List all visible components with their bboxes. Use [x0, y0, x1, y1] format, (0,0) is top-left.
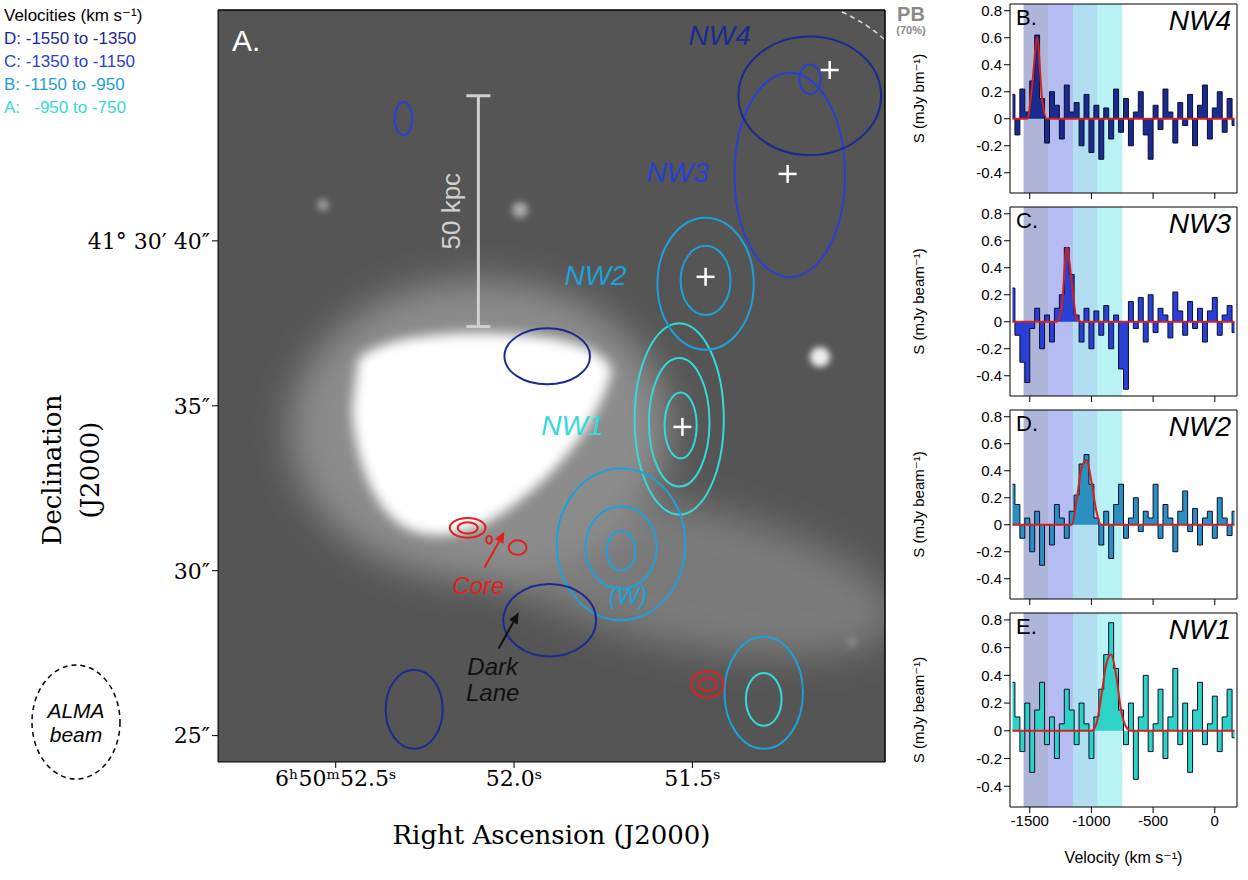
svg-text:-0.4: -0.4 — [976, 164, 1002, 181]
svg-text:52.0ˢ: 52.0ˢ — [486, 766, 542, 791]
svg-text:-0.2: -0.2 — [976, 137, 1002, 154]
svg-text:NW1: NW1 — [541, 410, 603, 441]
svg-text:-500: -500 — [1138, 812, 1168, 829]
svg-text:0: 0 — [1211, 812, 1219, 829]
svg-text:50 kpc: 50 kpc — [436, 173, 466, 250]
svg-text:-0.4: -0.4 — [976, 570, 1002, 587]
svg-text:0.8: 0.8 — [981, 611, 1002, 628]
svg-text:Velocity (km s⁻¹): Velocity (km s⁻¹) — [1065, 849, 1183, 866]
svg-text:0.6: 0.6 — [981, 435, 1002, 452]
html-text:A.: A. — [232, 24, 261, 57]
html-text:D: -1550 to -1350: D: -1550 to -1350 — [4, 29, 137, 48]
svg-text:0.4: 0.4 — [981, 56, 1002, 73]
svg-text:-0.4: -0.4 — [976, 778, 1002, 795]
html-text:B.: B. — [1016, 5, 1037, 30]
svg-text:DarkLane: DarkLane — [466, 653, 520, 706]
svg-text:ALMAbeam: ALMAbeam — [45, 699, 104, 746]
svg-text:NW2: NW2 — [564, 260, 627, 291]
svg-text:0.4: 0.4 — [981, 667, 1002, 684]
html-text:B: -1150 to -950: B: -1150 to -950 — [4, 75, 125, 94]
svg-text:41° 30′ 40″: 41° 30′ 40″ — [88, 229, 210, 254]
html-text:NW3: NW3 — [1168, 208, 1231, 239]
html-text:NW4: NW4 — [1168, 5, 1231, 36]
svg-text:0.6: 0.6 — [981, 29, 1002, 46]
svg-text:0.4: 0.4 — [981, 259, 1002, 276]
svg-text:Right Ascension (J2000): Right Ascension (J2000) — [392, 820, 710, 850]
html-text:A: -950 to -750: A: -950 to -750 — [4, 98, 126, 117]
svg-text:0.8: 0.8 — [981, 408, 1002, 425]
svg-text:51.5ˢ: 51.5ˢ — [664, 766, 720, 791]
svg-text:0: 0 — [994, 722, 1002, 739]
svg-text:NW4: NW4 — [689, 20, 751, 51]
svg-text:0.2: 0.2 — [981, 286, 1002, 303]
svg-text:0: 0 — [994, 313, 1002, 330]
html-text:NW2: NW2 — [1168, 411, 1231, 442]
svg-text:0.8: 0.8 — [981, 2, 1002, 19]
svg-text:0.6: 0.6 — [981, 232, 1002, 249]
svg-text:S (mJy bm⁻¹): S (mJy bm⁻¹) — [910, 54, 927, 144]
svg-text:-1000: -1000 — [1072, 812, 1110, 829]
html-text:D.: D. — [1016, 411, 1038, 436]
html-text:PB: PB — [897, 3, 925, 25]
svg-text:0.2: 0.2 — [981, 489, 1002, 506]
svg-text:(W): (W) — [609, 582, 648, 609]
svg-text:0.2: 0.2 — [981, 694, 1002, 711]
html-text:Velocities (km s⁻¹): Velocities (km s⁻¹) — [4, 6, 143, 25]
html-text:C: -1350 to -1150: C: -1350 to -1150 — [4, 52, 135, 71]
svg-text:0: 0 — [994, 110, 1002, 127]
svg-text:25″: 25″ — [174, 723, 210, 748]
svg-text:S (mJy beam⁻¹): S (mJy beam⁻¹) — [910, 657, 927, 763]
svg-text:30″: 30″ — [174, 559, 210, 584]
svg-text:-0.4: -0.4 — [976, 367, 1002, 384]
svg-text:0.6: 0.6 — [981, 639, 1002, 656]
svg-text:6ʰ50ᵐ52.5ˢ: 6ʰ50ᵐ52.5ˢ — [275, 766, 396, 791]
svg-text:-0.2: -0.2 — [976, 750, 1002, 767]
html-text:Declination: Declination — [37, 394, 67, 546]
svg-text:S (mJy beam⁻¹): S (mJy beam⁻¹) — [910, 451, 927, 557]
svg-text:Core: Core — [452, 572, 504, 599]
html-text:C.: C. — [1016, 208, 1038, 233]
svg-text:0: 0 — [994, 516, 1002, 533]
svg-text:35″: 35″ — [174, 394, 210, 419]
svg-text:0.4: 0.4 — [981, 462, 1002, 479]
svg-text:0.2: 0.2 — [981, 83, 1002, 100]
svg-text:0.8: 0.8 — [981, 205, 1002, 222]
html-text:(J2000): (J2000) — [75, 421, 105, 519]
html-text:(70%): (70%) — [896, 24, 926, 36]
svg-text:NW3: NW3 — [647, 157, 710, 188]
html-text:NW1: NW1 — [1168, 614, 1231, 645]
svg-text:S (mJy beam⁻¹): S (mJy beam⁻¹) — [910, 248, 927, 354]
html-text:E.: E. — [1016, 614, 1037, 639]
svg-text:-0.2: -0.2 — [976, 340, 1002, 357]
svg-text:-0.2: -0.2 — [976, 543, 1002, 560]
svg-text:-1500: -1500 — [1011, 812, 1049, 829]
